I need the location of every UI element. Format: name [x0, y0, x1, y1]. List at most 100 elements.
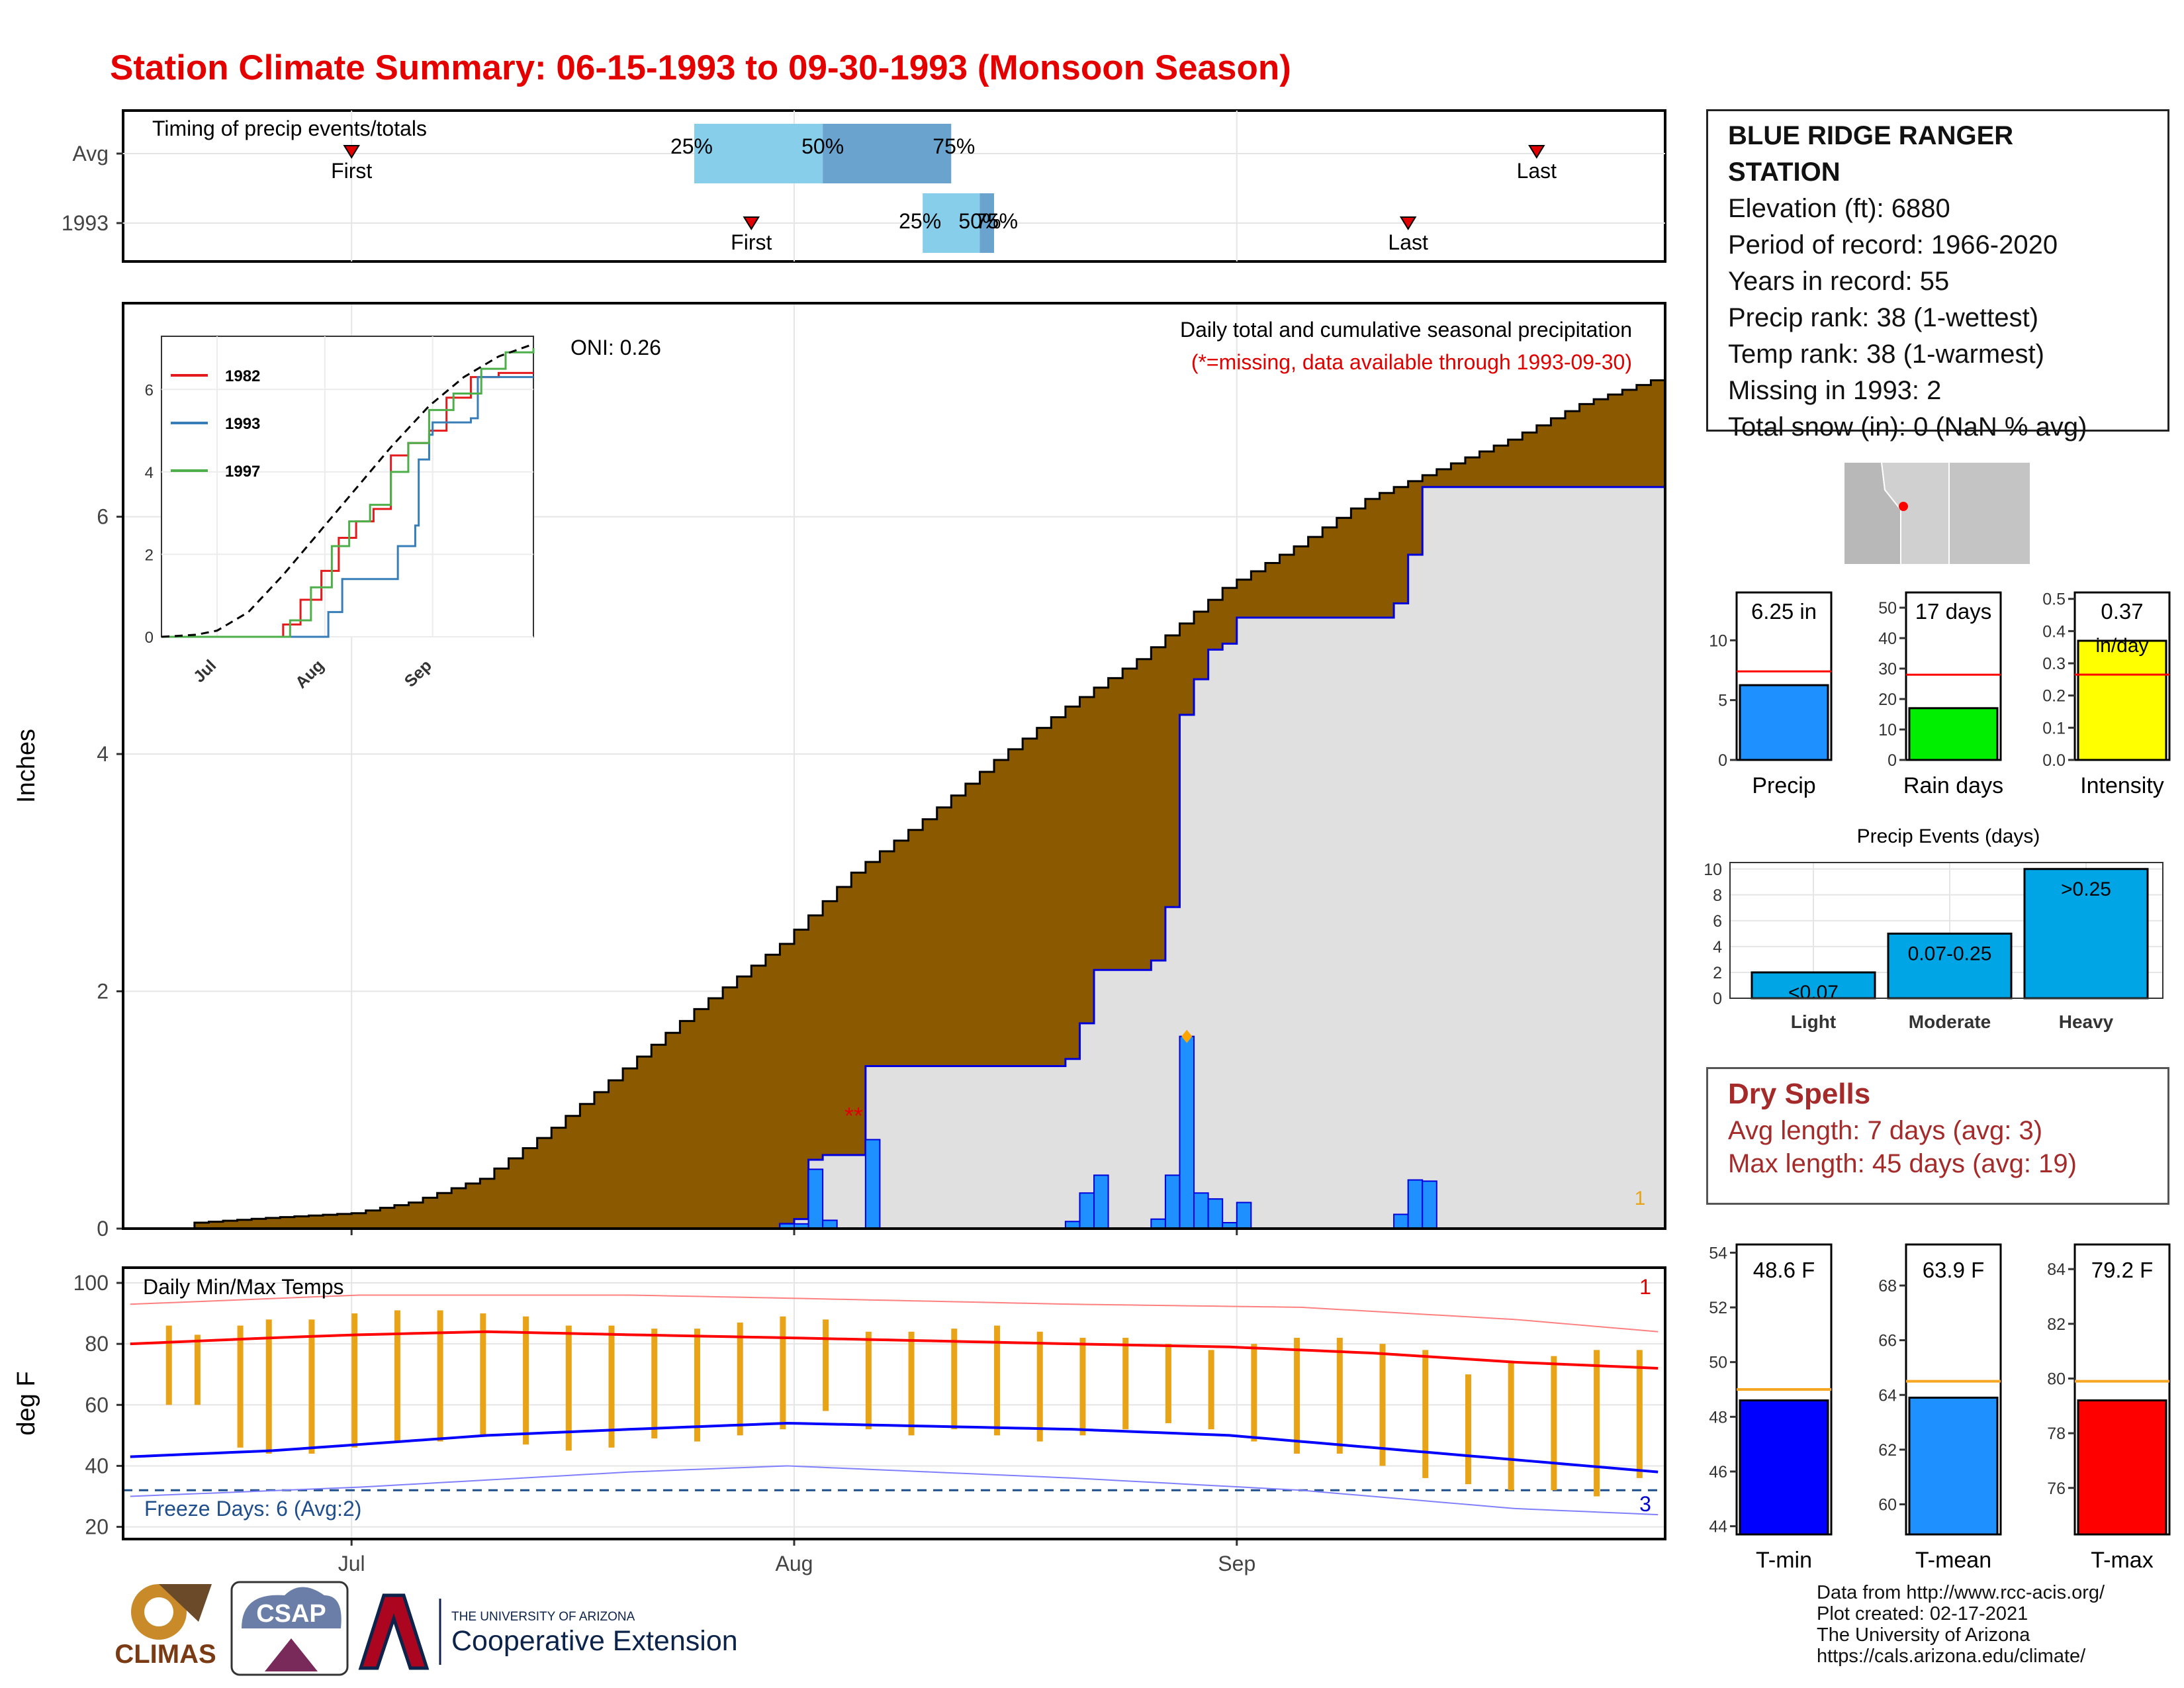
mini-bar-ytick-label: 0.1 — [2042, 719, 2066, 737]
daily-temp-bar — [165, 1325, 172, 1405]
temp-ytick-label: 100 — [73, 1271, 109, 1295]
daily-precip-bar — [1407, 1179, 1424, 1229]
total-snow: Total snow (in): 0 (NaN % avg) — [1728, 412, 2087, 442]
timing-last-marker — [1528, 145, 1545, 159]
climas-logo: CLIMAS — [114, 1584, 216, 1669]
oni-label: ONI: 0.26 — [570, 336, 661, 359]
avg-min-line — [130, 1421, 1659, 1474]
precip-events-chart: Precip Events (days) 0 2 4 6 8 10 <0.07 Light 0.0… — [1704, 825, 2163, 1032]
daily-temp-bar — [523, 1316, 529, 1445]
mini-bar-value-label: 17 days — [1915, 599, 1992, 624]
temp-bar-value-label: 63.9 F — [1923, 1258, 1985, 1282]
timing-last-label: Last — [1388, 230, 1428, 254]
timing-panel-title: Timing of precip events/totals — [152, 117, 427, 140]
daily-temp-bar — [1294, 1337, 1300, 1454]
temp-xtick-label: Jul — [338, 1552, 365, 1575]
climas-emblem-wing — [159, 1584, 212, 1622]
temp-panel-title: Daily Min/Max Temps — [143, 1275, 343, 1299]
events-ytick-label: 2 — [1713, 964, 1722, 982]
mini-bar-ytick-label: 50 — [1878, 599, 1897, 618]
timing-p25-label: 25% — [670, 134, 713, 158]
daily-precip-bar — [1236, 1201, 1252, 1229]
temp-bar-ytick-label: 52 — [1709, 1299, 1727, 1317]
events-bar — [1887, 932, 2013, 1000]
mini-bar-label: Intensity — [2080, 773, 2164, 798]
daily-temp-bar — [1551, 1356, 1557, 1491]
temp-bar-ytick-label: 82 — [2047, 1315, 2066, 1334]
mini-bar-ytick-label: 0 — [1888, 751, 1897, 770]
daily-temp-bar — [651, 1329, 658, 1438]
temp-ytick-label: 80 — [85, 1332, 109, 1356]
daily-temp-bar — [1379, 1344, 1386, 1466]
daily-temp-bar — [565, 1325, 572, 1451]
mini-bar-ytick-label: 0.4 — [2042, 622, 2066, 641]
mini-bar-value — [1739, 684, 1829, 761]
timing-box-50-75 — [979, 193, 995, 253]
daily-temp-bar — [780, 1316, 786, 1430]
csap-mountain — [265, 1638, 318, 1671]
mini-bar-unit-label: in/day — [2095, 635, 2148, 657]
station-name-line2: STATION — [1728, 158, 1841, 187]
events-ytick-label: 0 — [1713, 990, 1722, 1008]
cumulative-1993-area — [123, 486, 1666, 1230]
timing-row-label: Avg — [72, 142, 109, 165]
events-bar-label: <0.07 — [1788, 982, 1839, 1004]
mini-bar-value-label: 6.25 in — [1751, 599, 1817, 624]
daily-temp-bar — [308, 1319, 315, 1454]
timing-p25-label: 25% — [899, 209, 941, 233]
daily-temp-bar — [1336, 1337, 1343, 1454]
map-state-new-mexico — [1948, 461, 2031, 565]
csap-cloud — [242, 1587, 341, 1628]
daily-precip-bar — [1422, 1180, 1437, 1230]
mini-bar-value-label: 0.37 — [2101, 599, 2143, 624]
mini-bar-ytick-label: 0 — [1718, 751, 1727, 770]
daily-temp-bar — [1122, 1337, 1129, 1430]
daily-temp-bar — [1036, 1331, 1043, 1442]
daily-precip-bar — [1093, 1174, 1109, 1230]
temp-bar-ytick-label: 64 — [1878, 1386, 1897, 1405]
precip-ytick-label: 0 — [97, 1217, 109, 1241]
daily-temp-bar — [737, 1322, 743, 1436]
inset-avg-line — [161, 343, 534, 638]
temperature-summary-bars: 44 46 48 50 52 54 48.6 F T-min 60 62 64 66 68 63.9 F T… — [1709, 1243, 2171, 1573]
events-bar — [2023, 868, 2149, 1000]
missing-days: Missing in 1993: 2 — [1728, 376, 1942, 405]
inset-ytick-label: 6 — [145, 381, 154, 399]
timing-first-label: First — [731, 230, 772, 254]
daily-temp-bar — [1165, 1344, 1171, 1423]
events-xtick-label: Heavy — [2059, 1011, 2114, 1032]
daily-temp-bar — [1422, 1350, 1429, 1478]
station-name: BLUE RIDGE RANGER STATION — [1728, 118, 2148, 191]
events-bar-label: >0.25 — [2061, 878, 2111, 900]
mini-bar-ytick-label: 5 — [1718, 692, 1727, 710]
timing-row-label: 1993 — [62, 211, 109, 235]
daily-precip-bar — [1393, 1213, 1409, 1230]
locator-map — [1843, 461, 2031, 565]
daily-temp-bar — [1636, 1350, 1643, 1478]
timing-p75-label: 75% — [933, 134, 975, 158]
events-bar-label: 0.07-0.25 — [1908, 943, 1992, 964]
inset-ytick-label: 4 — [145, 464, 154, 482]
mini-bar-value — [1908, 707, 1999, 761]
precip-panel-subtitle: (*=missing, data available through 1993-… — [1191, 350, 1632, 374]
temp-bar-ytick-label: 54 — [1709, 1244, 1727, 1262]
daily-temp-bar — [194, 1335, 201, 1405]
temp-panel: 20 40 60 80 100 Jul Aug Sep Daily Min/Max Temps F… — [13, 1266, 1666, 1575]
ua-logo: THE UNIVERSITY OF ARIZONA Cooperative Ex… — [358, 1593, 738, 1670]
daily-temp-bar — [237, 1325, 244, 1448]
mini-bar-ytick-label: 10 — [1709, 632, 1727, 650]
events-ytick-label: 4 — [1713, 938, 1722, 957]
mini-bar-label: Rain days — [1903, 773, 2003, 798]
station-name-line1: BLUE RIDGE RANGER — [1728, 121, 2014, 150]
inset-series-line — [161, 371, 533, 638]
precip-ytick-label: 4 — [97, 742, 109, 766]
daily-precip-bar — [1193, 1192, 1209, 1229]
daily-temp-bar — [608, 1325, 615, 1448]
timing-p50-label: 50% — [958, 209, 1001, 233]
mini-bar-label: Precip — [1752, 773, 1815, 798]
daily-temp-bar — [480, 1313, 486, 1436]
season-summary-bars: 0 5 10 6.25 in Precip 0 10 20 30 40 50 17 days Rain … — [1709, 590, 2171, 798]
temp-rank: Temp rank: 38 (1-warmest) — [1728, 340, 2044, 369]
